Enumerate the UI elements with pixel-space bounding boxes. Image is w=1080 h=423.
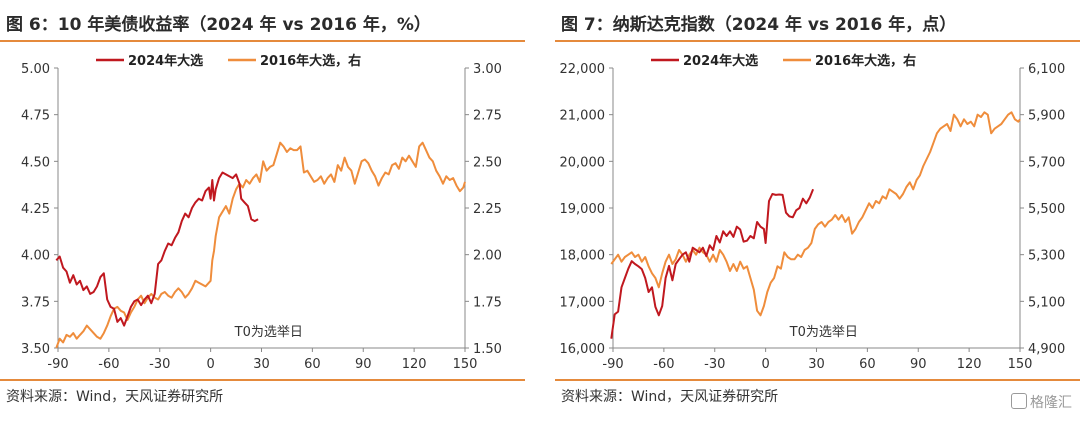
title-rule — [555, 40, 1080, 42]
series-line-2016 — [610, 111, 1021, 317]
left-tick-label: 4.25 — [21, 202, 50, 217]
x-tick-label: -90 — [47, 357, 68, 372]
election-day-annotation: T0为选举日 — [234, 325, 303, 340]
series-line-2016 — [55, 141, 466, 349]
x-tick-label: 30 — [808, 357, 825, 372]
source-note: 资料来源：Wind，天风证券研究所 — [561, 389, 779, 405]
x-tick-label: 0 — [206, 357, 214, 372]
x-tick-label: 150 — [453, 357, 478, 372]
left-tick-label: 19,000 — [560, 202, 606, 217]
right-tick-label: 1.50 — [473, 342, 502, 357]
x-tick-label: 90 — [355, 357, 372, 372]
right-tick-label: 2.50 — [473, 155, 502, 170]
nasdaq-index-chart: 16,000 17,000 18,000 19,000 20,000 21,000 22,0… — [560, 53, 1066, 372]
legend-label: 2024年大选 — [128, 53, 203, 69]
treasury-yield-chart: 3.50 3.75 4.00 4.25 4.50 4.75 5.00 1.50 1.75 2.00… — [21, 53, 502, 372]
right-tick-label: 5,900 — [1028, 109, 1065, 124]
right-tick-label: 2.25 — [473, 202, 502, 217]
left-tick-label: 4.00 — [21, 249, 50, 264]
right-tick-label: 5,700 — [1028, 155, 1065, 170]
right-tick-label: 5,100 — [1028, 295, 1065, 310]
series-line-2024 — [610, 188, 815, 339]
left-tick-label: 20,000 — [560, 155, 606, 170]
watermark-text: 格隆汇 — [1030, 395, 1072, 411]
x-tick-label: 120 — [402, 357, 427, 372]
left-tick-label: 3.75 — [21, 295, 50, 310]
x-tick-label: -30 — [149, 357, 170, 372]
left-tick-label: 17,000 — [560, 295, 606, 310]
title-rule — [0, 40, 525, 42]
left-tick-label: 5.00 — [21, 62, 50, 77]
x-tick-label: -60 — [653, 357, 674, 372]
right-tick-label: 3.00 — [473, 62, 502, 77]
left-tick-label: 16,000 — [560, 342, 606, 357]
x-tick-label: 30 — [253, 357, 270, 372]
legend-label: 2016年大选，右 — [260, 53, 361, 69]
election-day-annotation: T0为选举日 — [789, 325, 858, 340]
watermark-logo-icon — [1011, 393, 1027, 409]
x-tick-label: -30 — [704, 357, 725, 372]
x-tick-label: 60 — [304, 357, 321, 372]
x-tick-label: 60 — [859, 357, 876, 372]
right-tick-label: 5,500 — [1028, 202, 1065, 217]
left-tick-label: 18,000 — [560, 249, 606, 264]
chart-panel-nasdaq: 图 7：纳斯达克指数（2024 年 vs 2016 年，点） 16,000 17,… — [555, 0, 1080, 423]
series-line-2024 — [55, 171, 259, 327]
x-tick-label: 150 — [1008, 357, 1033, 372]
x-tick-label: 0 — [761, 357, 769, 372]
left-tick-label: 3.50 — [21, 342, 50, 357]
x-tick-label: 90 — [910, 357, 927, 372]
right-tick-label: 6,100 — [1028, 62, 1065, 77]
right-tick-label: 2.75 — [473, 109, 502, 124]
x-tick-label: -60 — [98, 357, 119, 372]
watermark: 格隆汇 — [1011, 392, 1072, 412]
figure-title: 图 6：10 年美债收益率（2024 年 vs 2016 年，%） — [6, 15, 431, 35]
right-tick-label: 5,300 — [1028, 249, 1065, 264]
legend-label: 2024年大选 — [683, 53, 758, 69]
source-note: 资料来源：Wind，天风证券研究所 — [6, 389, 224, 405]
right-tick-label: 4,900 — [1028, 342, 1065, 357]
x-tick-label: -90 — [602, 357, 623, 372]
legend-label: 2016年大选，右 — [815, 53, 916, 69]
right-tick-label: 2.00 — [473, 249, 502, 264]
left-tick-label: 22,000 — [560, 62, 606, 77]
figure-title: 图 7：纳斯达克指数（2024 年 vs 2016 年，点） — [561, 15, 957, 35]
chart-panel-treasury: 图 6：10 年美债收益率（2024 年 vs 2016 年，%） 3.50 3.… — [0, 0, 530, 423]
left-tick-label: 21,000 — [560, 109, 606, 124]
source-rule — [555, 379, 1080, 381]
left-tick-label: 4.75 — [21, 109, 50, 124]
x-tick-label: 120 — [957, 357, 982, 372]
left-tick-label: 4.50 — [21, 155, 50, 170]
right-tick-label: 1.75 — [473, 295, 502, 310]
source-rule — [0, 379, 525, 381]
